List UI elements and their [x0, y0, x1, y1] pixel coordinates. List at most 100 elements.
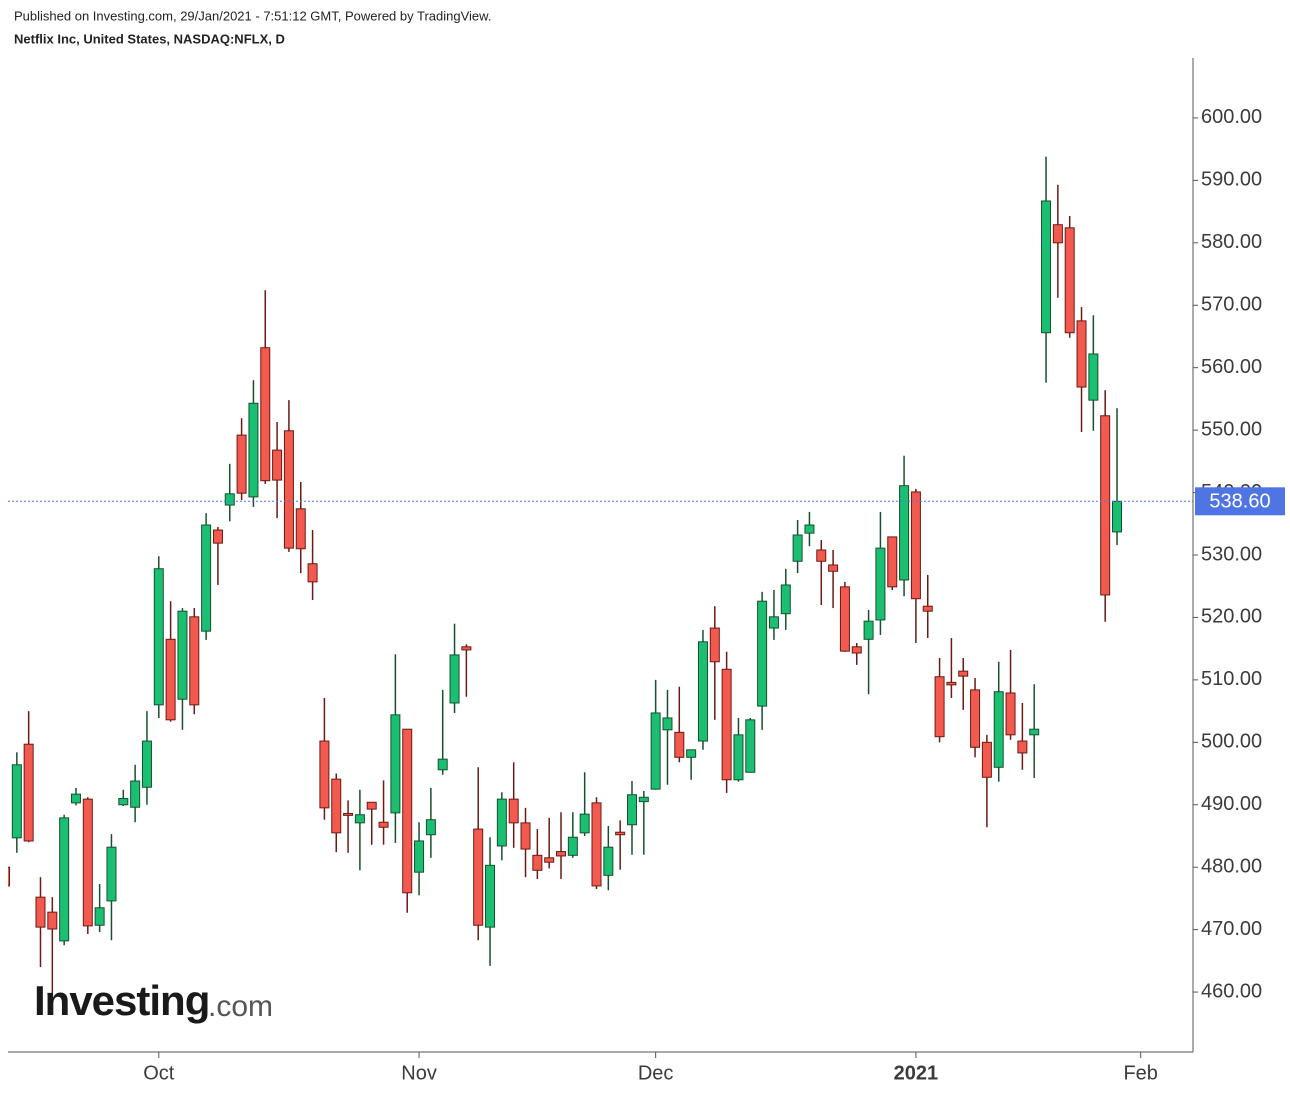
candle-body: [224, 493, 235, 506]
candle-body: [780, 584, 791, 615]
last-price-badge: [1195, 487, 1285, 516]
candle-body: [686, 749, 697, 758]
candle-body: [354, 814, 365, 824]
candle-body: [106, 846, 117, 902]
candle-body: [721, 668, 732, 781]
candle-body: [331, 778, 342, 834]
candle-body: [11, 764, 22, 839]
candle-body: [567, 836, 578, 856]
candle-body: [366, 801, 377, 810]
candle-body: [520, 822, 531, 850]
candle-body: [828, 564, 839, 572]
candle-body: [922, 605, 933, 612]
candle-body: [177, 610, 188, 700]
candle-body: [1088, 353, 1099, 401]
candle-body: [745, 719, 756, 773]
candle-body: [626, 794, 637, 826]
candle-body: [47, 911, 58, 930]
candle-body: [212, 529, 223, 544]
y-tick-label: 570.00: [1201, 294, 1262, 316]
candle-body: [437, 758, 448, 771]
candle-body: [425, 819, 436, 836]
candle-body: [532, 854, 543, 871]
watermark-brand: Investing: [34, 977, 209, 1024]
candle-body: [70, 793, 81, 804]
candle-body: [899, 485, 910, 581]
y-tick-label: 550.00: [1201, 418, 1262, 440]
candle-body: [1112, 500, 1123, 533]
candle-body: [946, 681, 957, 686]
candle-body: [697, 641, 708, 742]
candle-body: [662, 717, 673, 731]
last-price-label: 538.60: [1209, 491, 1270, 513]
candle-body: [556, 851, 567, 857]
x-tick-label: Nov: [401, 1062, 437, 1084]
candle-body: [650, 712, 661, 790]
candle-body: [733, 734, 744, 781]
candle-body: [981, 741, 992, 778]
y-tick-label: 470.00: [1201, 918, 1262, 940]
candle-body: [887, 536, 898, 588]
candle-body: [319, 740, 330, 809]
candle-body: [485, 864, 496, 928]
x-tick-label: 2021: [894, 1062, 939, 1084]
candle-body: [141, 740, 152, 788]
y-tick-label: 510.00: [1201, 668, 1262, 690]
candle-body: [94, 907, 105, 926]
candle-body: [757, 600, 768, 707]
candle-body: [59, 817, 70, 942]
candle-body: [130, 780, 141, 808]
candle-body: [1064, 227, 1075, 334]
candle-body: [283, 430, 294, 549]
candle-body: [934, 676, 945, 738]
y-tick-label: 460.00: [1201, 980, 1262, 1002]
watermark-suffix: .com: [208, 990, 273, 1023]
candle-body: [638, 796, 649, 803]
candle-body: [153, 568, 164, 706]
candle-body: [343, 812, 354, 816]
candle-body: [82, 798, 93, 927]
x-tick-label: Oct: [143, 1062, 175, 1084]
candle-body: [1005, 692, 1016, 736]
candle-body: [473, 828, 484, 926]
plot-area: [8, 156, 1193, 1001]
candle-body: [674, 731, 685, 758]
candle-body: [591, 802, 602, 887]
candle-body: [615, 831, 626, 836]
candle-body: [461, 646, 472, 651]
y-tick-label: 520.00: [1201, 606, 1262, 628]
y-tick-label: 530.00: [1201, 543, 1262, 565]
candle-body: [272, 449, 283, 481]
candle-body: [378, 821, 389, 828]
candle-body: [8, 866, 10, 887]
y-tick-label: 490.00: [1201, 793, 1262, 815]
candle-body: [839, 586, 850, 652]
y-tick-label: 590.00: [1201, 169, 1262, 191]
candle-body: [958, 670, 969, 677]
candle-body: [970, 689, 981, 748]
y-tick-label: 580.00: [1201, 231, 1262, 253]
candle-body: [248, 402, 259, 498]
candle-body: [449, 654, 460, 704]
x-tick-label: Dec: [638, 1062, 674, 1084]
candle-body: [118, 798, 129, 806]
candle-body: [189, 616, 200, 706]
candle-body: [23, 743, 34, 842]
candle-body: [1041, 200, 1052, 334]
candle-body: [508, 798, 519, 824]
candle-body: [863, 620, 874, 640]
candle-body: [260, 347, 271, 482]
candle-body: [875, 547, 886, 621]
candle-body: [236, 434, 247, 494]
candle-body: [201, 524, 212, 632]
candle-body: [1017, 740, 1028, 754]
candle-body: [603, 846, 614, 876]
x-tick-label: Feb: [1123, 1062, 1157, 1084]
y-tick-label: 480.00: [1201, 855, 1262, 877]
candle-body: [1029, 728, 1040, 736]
candle-body: [295, 508, 306, 550]
candle-body: [1076, 320, 1087, 388]
candle-body: [768, 616, 779, 629]
